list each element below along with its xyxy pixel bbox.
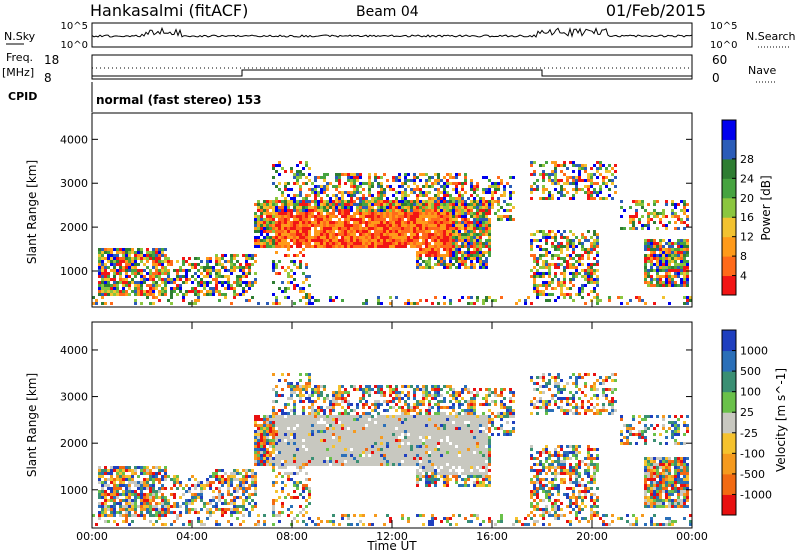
colorbar-swatch [722, 178, 736, 199]
colorbar-tick-label: -100 [740, 447, 765, 460]
colorbar-tick-label: 4 [740, 270, 747, 283]
colorbar-swatch [722, 139, 736, 160]
cpid-label: CPID [8, 90, 37, 103]
nsearch-tick-bottom: 10^0 [710, 40, 737, 51]
velocity-colorbar: 1000 500 100 25 -25 -100 -500 -1000 [721, 329, 772, 516]
nsky-panel: N.Sky 10^5 10^0 10^5 10^0 N.Search [4, 21, 796, 51]
freq-unit-label: [MHz] [2, 66, 34, 79]
x-tick-label: 00:00 [76, 530, 108, 543]
nsearch-label: N.Search [746, 30, 796, 43]
colorbar-swatch [722, 275, 736, 296]
colorbar-frame [721, 329, 737, 516]
colorbar-tick-label: -1000 [740, 488, 772, 501]
x-tick-label: 12:00 [376, 530, 408, 543]
colorbar-tick-label: 28 [740, 153, 754, 166]
colorbar-tick-label: 25 [740, 406, 754, 419]
nave-label: Nave [748, 64, 776, 77]
power-colorbar-label: Power [dB] [759, 175, 773, 240]
colorbar-swatch [722, 391, 736, 413]
x-axis-title: Time UT [366, 539, 417, 553]
y-tick-label: 2000 [60, 437, 88, 450]
colorbar-swatch [722, 412, 736, 434]
nsky-tick-bottom: 10^0 [61, 40, 88, 51]
colorbar-swatch [722, 236, 736, 257]
colorbar-tick-label: 500 [740, 365, 761, 378]
freq-tick-top: 18 [44, 53, 59, 67]
colorbar-swatch [722, 432, 736, 454]
nsearch-tick-top: 10^5 [710, 21, 737, 32]
colorbar-swatch [722, 371, 736, 393]
colorbar-swatch [722, 350, 736, 372]
colorbar-swatch [722, 330, 736, 352]
colorbar-tick-label: 1000 [740, 345, 768, 358]
nave-tick-bottom: 0 [712, 71, 720, 85]
y-tick-label: 3000 [60, 177, 88, 190]
colorbar-swatch [722, 217, 736, 238]
colorbar-tick-label: 100 [740, 386, 761, 399]
freq-label: Freq. [6, 51, 33, 64]
colorbar-swatch [722, 197, 736, 218]
colorbar-swatch [722, 158, 736, 179]
x-tick-label: 08:00 [276, 530, 308, 543]
velocity-axes: 1000 2000 3000 4000 [60, 344, 692, 497]
velocity-heatmap [92, 373, 692, 526]
colorbar-tick-label: -25 [740, 427, 758, 440]
velocity-colorbar-label: Velocity [m s^-1] [774, 368, 788, 472]
velocity-panel: 1000 2000 3000 4000 Slant Range [km] 1000 50… [25, 321, 788, 529]
colorbar-swatch [722, 473, 736, 495]
y-tick-label: 1000 [60, 265, 88, 278]
power-colorbar: 4 8 12 16 20 24 28 [721, 119, 754, 296]
nsky-label: N.Sky [4, 30, 36, 43]
colorbar-swatch [722, 494, 736, 516]
colorbar-tick-label: -500 [740, 468, 765, 481]
colorbar-swatch [722, 453, 736, 475]
nsky-frame [91, 22, 693, 48]
x-tick-label: 20:00 [576, 530, 608, 543]
radar-title: Hankasalmi (fitACF) [90, 1, 248, 20]
x-axis: 00:00 04:00 08:00 12:00 16:00 20:00 00:00 [76, 300, 708, 543]
colorbar-tick-label: 24 [740, 172, 754, 185]
colorbar-tick-label: 16 [740, 211, 754, 224]
y-tick-label: 1000 [60, 484, 88, 497]
beam-label: Beam 04 [356, 4, 419, 20]
velocity-ylabel: Slant Range [km] [25, 373, 39, 477]
colorbar-frame [721, 119, 737, 296]
power-ylabel: Slant Range [km] [25, 160, 39, 264]
power-panel: 1000 2000 3000 4000 Slant Range [km] 4 8 12 16… [25, 112, 773, 308]
power-heatmap [92, 161, 692, 305]
colorbar-tick-label: 8 [740, 250, 747, 263]
date-label: 01/Feb/2015 [606, 1, 706, 20]
y-tick-label: 3000 [60, 391, 88, 404]
x-tick-label: 16:00 [476, 530, 508, 543]
colorbar-swatch [722, 256, 736, 277]
nave-tick-top: 60 [712, 53, 727, 67]
colorbar-tick-label: 12 [740, 231, 754, 244]
colorbar-swatch [722, 120, 736, 140]
colorbar-tick-label: 20 [740, 192, 754, 205]
freq-panel: Freq. [MHz] 18 8 60 0 Nave [2, 51, 776, 85]
power-axes: 1000 2000 3000 4000 [60, 133, 692, 278]
cpid-text: normal (fast stereo) 153 [96, 93, 262, 107]
y-tick-label: 2000 [60, 221, 88, 234]
y-tick-label: 4000 [60, 344, 88, 357]
freq-frame [91, 54, 693, 80]
x-tick-label: 00:00 [676, 530, 708, 543]
nsky-trace [91, 26, 693, 39]
freq-tick-bottom: 8 [44, 71, 52, 85]
x-tick-label: 04:00 [176, 530, 208, 543]
y-tick-label: 4000 [60, 133, 88, 146]
freq-trace [92, 69, 692, 77]
nsky-tick-top: 10^5 [61, 21, 88, 32]
